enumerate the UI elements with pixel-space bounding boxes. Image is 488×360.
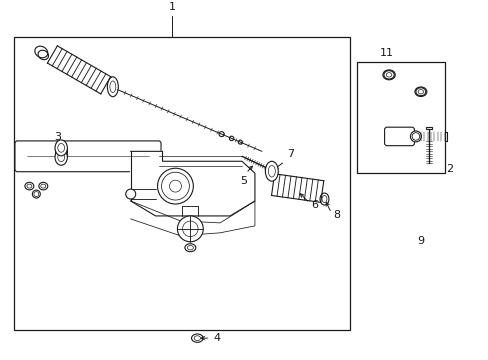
Bar	[357, 62, 444, 173]
Text: 8: 8	[333, 210, 340, 220]
Ellipse shape	[125, 189, 136, 199]
Text: 9: 9	[416, 236, 424, 246]
Text: 6: 6	[311, 200, 318, 210]
Text: 5: 5	[240, 176, 247, 186]
Ellipse shape	[32, 190, 40, 198]
Polygon shape	[130, 151, 254, 216]
Text: 7: 7	[286, 149, 293, 159]
FancyBboxPatch shape	[15, 141, 161, 172]
Circle shape	[157, 168, 193, 204]
Ellipse shape	[265, 161, 278, 181]
Text: 11: 11	[379, 48, 393, 58]
Ellipse shape	[55, 149, 67, 165]
Text: 3: 3	[54, 132, 61, 143]
Ellipse shape	[39, 183, 48, 190]
Circle shape	[177, 216, 203, 242]
Polygon shape	[130, 201, 254, 236]
Text: 1: 1	[169, 2, 176, 12]
Circle shape	[409, 131, 421, 142]
Bar	[15, 37, 349, 330]
Ellipse shape	[55, 140, 67, 156]
FancyBboxPatch shape	[384, 127, 413, 146]
Ellipse shape	[415, 88, 425, 96]
Text: 2: 2	[445, 164, 452, 174]
Bar	[425, 127, 431, 130]
Text: 4: 4	[213, 333, 220, 343]
Ellipse shape	[25, 183, 34, 190]
Text: 10: 10	[386, 87, 400, 97]
Ellipse shape	[184, 244, 195, 252]
Ellipse shape	[383, 71, 393, 79]
